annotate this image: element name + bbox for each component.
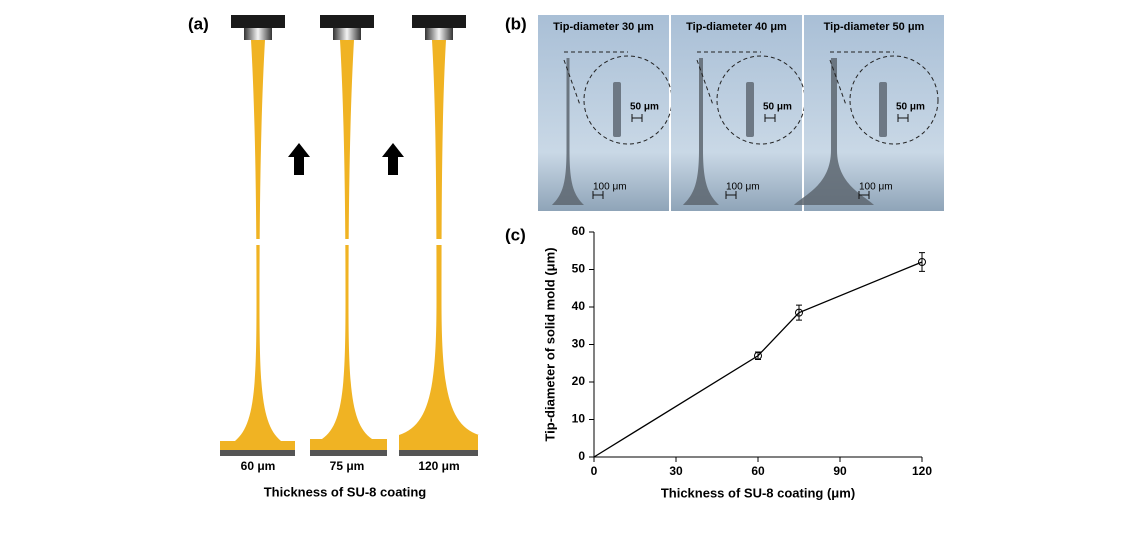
data-line — [593, 261, 923, 458]
holder-tip — [244, 28, 272, 40]
substrate — [399, 450, 478, 456]
y-tick-label: 30 — [572, 337, 586, 351]
break — [339, 239, 355, 245]
photo — [671, 15, 802, 211]
y-tick-label: 50 — [572, 262, 586, 276]
caption: Thickness of SU-8 coating — [264, 484, 427, 499]
y-tick-label: 0 — [578, 449, 585, 463]
inset-scale: 50 μm — [630, 102, 659, 113]
zoom-tip — [613, 82, 621, 137]
x-tick-label: 30 — [669, 464, 683, 478]
thickness-label: 120 μm — [418, 459, 459, 473]
inset-scale: 50 μm — [763, 102, 792, 113]
panel-label: (c) — [505, 225, 526, 244]
break — [431, 239, 447, 245]
y-axis-title: Tip-diameter of solid mold (μm) — [542, 247, 557, 441]
panel-a: (a) Thickness of SU-8 coating 60 μm 75 μm… — [188, 14, 479, 499]
x-axis-title: Thickness of SU-8 coating (μm) — [661, 485, 855, 500]
y-tick-label: 10 — [572, 412, 586, 426]
data-point — [754, 351, 762, 360]
zoom-tip — [746, 82, 754, 137]
base — [399, 435, 478, 450]
zoom-line — [563, 51, 628, 106]
x-tick-label: 60 — [751, 464, 765, 478]
arrow — [382, 143, 404, 175]
y-tick-label: 40 — [572, 299, 586, 313]
thickness-label: 75 μm — [330, 459, 365, 473]
x-tick-label: 90 — [833, 464, 847, 478]
zoom-line — [696, 51, 761, 106]
arrow — [288, 143, 310, 175]
error-bar — [919, 252, 925, 272]
holder-tip — [425, 28, 453, 40]
inset-scale: 50 μm — [896, 102, 925, 113]
photo — [538, 15, 669, 211]
error-bar — [796, 304, 802, 321]
zoom-circle — [849, 55, 939, 145]
scale-bar — [592, 114, 643, 199]
holder — [320, 15, 374, 28]
data-point — [795, 308, 803, 317]
scale-bar — [725, 114, 776, 199]
needle-photo — [794, 58, 874, 205]
photo-title: Tip-diameter 40 μm — [686, 21, 787, 33]
substrate — [220, 450, 295, 456]
thickness-label: 60 μm — [241, 459, 276, 473]
panel-b: (b) Tip-diameter 30 μm 50 μm 100 μm Tip-dia… — [505, 14, 944, 211]
needle — [399, 40, 479, 435]
photo-title: Tip-diameter 30 μm — [553, 21, 654, 33]
data-point — [918, 258, 926, 266]
y-tick-label: 20 — [572, 374, 586, 388]
zoom-line — [829, 51, 894, 106]
holder-tip — [333, 28, 361, 40]
x-tick-label: 120 — [912, 464, 932, 478]
substrate — [310, 450, 387, 456]
main-scale: 100 μm — [726, 182, 760, 193]
panel-label: (a) — [188, 14, 209, 33]
break — [250, 239, 266, 245]
holder — [412, 15, 466, 28]
needle-photo — [683, 58, 719, 205]
base — [220, 441, 295, 450]
panel-label: (b) — [505, 14, 527, 33]
zoom-tip — [879, 82, 887, 137]
main-scale: 100 μm — [859, 182, 893, 193]
y-tick-label: 60 — [572, 224, 586, 238]
main-scale: 100 μm — [593, 182, 627, 193]
x-tick-label: 0 — [591, 464, 598, 478]
scale-bar — [858, 114, 909, 199]
holder — [231, 15, 285, 28]
needle-photo — [552, 58, 584, 205]
photo-title: Tip-diameter 50 μm — [824, 21, 925, 33]
panel-c: (c) 0 10 20 30 40 50 60 0 30 60 90 120 Thickness of S… — [505, 224, 932, 500]
base — [310, 439, 387, 450]
